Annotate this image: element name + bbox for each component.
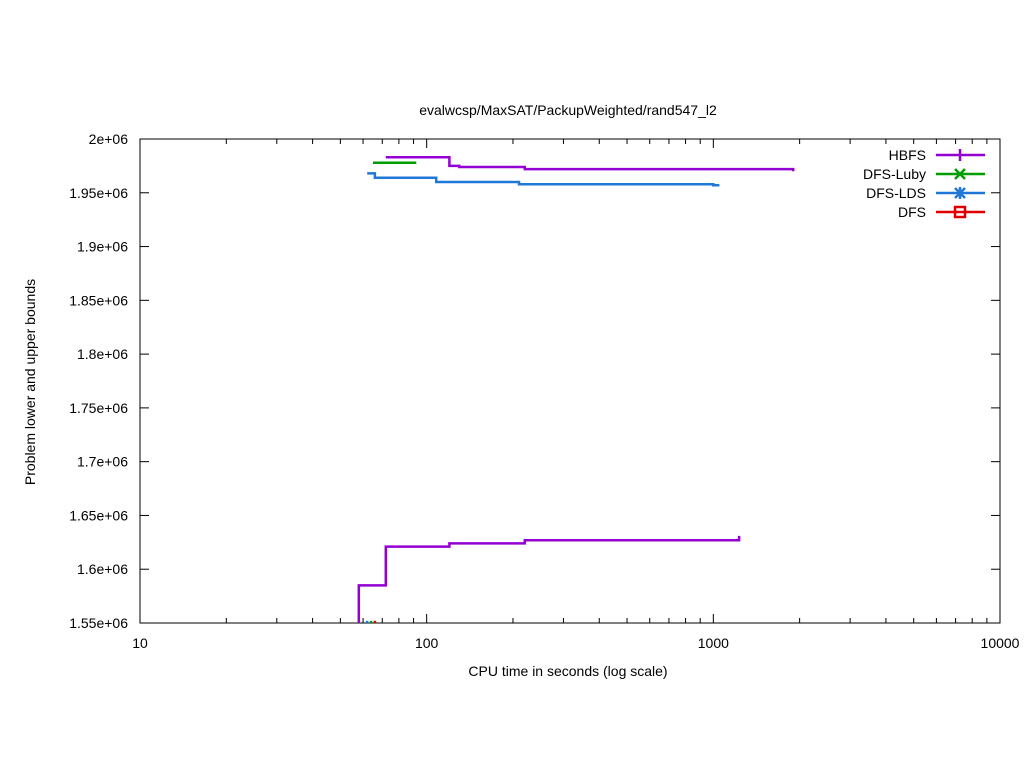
y-tick-label: 1.8e+06 — [77, 346, 128, 362]
legend-marker-dfs-lds — [954, 187, 966, 199]
chart-title: evalwcsp/MaxSAT/PackupWeighted/rand547_l… — [419, 102, 717, 118]
y-tick-label: 1.9e+06 — [77, 239, 128, 255]
series-layer — [357, 156, 795, 623]
y-tick-label: 1.7e+06 — [77, 454, 128, 470]
series-hbfs-upper-line — [385, 156, 795, 172]
y-tick-label: 1.75e+06 — [69, 400, 128, 416]
plot-border — [139, 138, 1001, 624]
legend-label-hbfs: HBFS — [889, 147, 926, 163]
y-tick-label: 1.95e+06 — [69, 185, 128, 201]
y-tick-label: 1.6e+06 — [77, 561, 128, 577]
y-tick-label: 1.55e+06 — [69, 615, 128, 631]
y-axis-label: Problem lower and upper bounds — [22, 279, 38, 485]
legend-marker-dfs — [953, 205, 967, 219]
x-axis-label: CPU time in seconds (log scale) — [468, 663, 667, 679]
legend-label-dfs-luby: DFS-Luby — [863, 166, 926, 182]
legend: HBFS DFS-Luby DFS-LDS DFS — [863, 147, 985, 220]
y-tick-label: 1.65e+06 — [69, 507, 128, 523]
series-dfs-lds-upper-line — [367, 172, 720, 187]
x-tick-label: 10000 — [981, 635, 1020, 651]
plot-frame — [139, 138, 1001, 624]
x-tick-label: 10 — [132, 635, 148, 651]
series-hbfs-lower-line — [357, 535, 741, 623]
y-tick-label: 1.85e+06 — [69, 292, 128, 308]
legend-marker-dfs-luby — [954, 168, 966, 180]
legend-label-dfs-lds: DFS-LDS — [866, 185, 926, 201]
x-tick-label: 1000 — [698, 635, 729, 651]
x-tick-label: 100 — [415, 635, 439, 651]
x-axis: 10 100 1000 10000 — [132, 139, 1020, 651]
y-axis: 1.55e+06 1.6e+06 1.65e+06 1.7e+06 1.75e+06 1.… — [69, 131, 1000, 631]
y-tick-label: 2e+06 — [89, 131, 129, 147]
legend-label-dfs: DFS — [898, 204, 926, 220]
